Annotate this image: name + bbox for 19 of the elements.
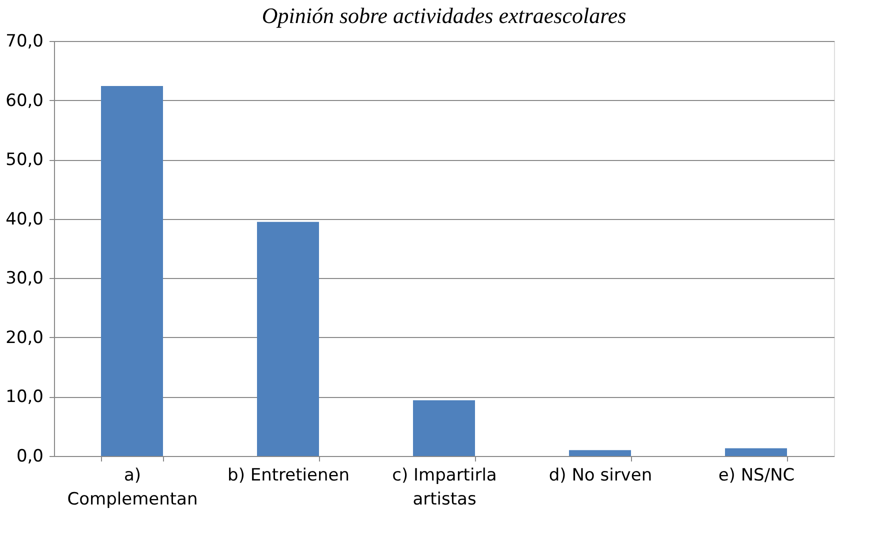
y-tick-label: 30,0 xyxy=(6,268,44,289)
bar xyxy=(101,86,163,456)
x-tick-label: d) No sirven xyxy=(548,466,652,486)
bar xyxy=(257,222,319,456)
y-tick-label: 50,0 xyxy=(6,150,44,170)
y-tick-label: 0,0 xyxy=(16,446,44,466)
y-tick-label: 10,0 xyxy=(6,387,44,408)
x-tick-label: a) Complementan xyxy=(67,466,198,510)
x-tick-label: c) Impartirla artistas xyxy=(392,466,497,510)
y-tick-label: 40,0 xyxy=(6,209,44,230)
bar xyxy=(569,450,631,456)
y-tick-label: 60,0 xyxy=(6,90,44,111)
chart-title: Opinión sobre actividades extraescolares xyxy=(262,3,626,28)
y-tick-label: 70,0 xyxy=(6,32,44,52)
x-tick-label: e) NS/NC xyxy=(718,466,795,486)
x-tick-label: b) Entretienen xyxy=(228,466,350,486)
bar xyxy=(413,400,475,456)
y-tick-label: 20,0 xyxy=(6,328,44,348)
bar xyxy=(725,448,787,456)
